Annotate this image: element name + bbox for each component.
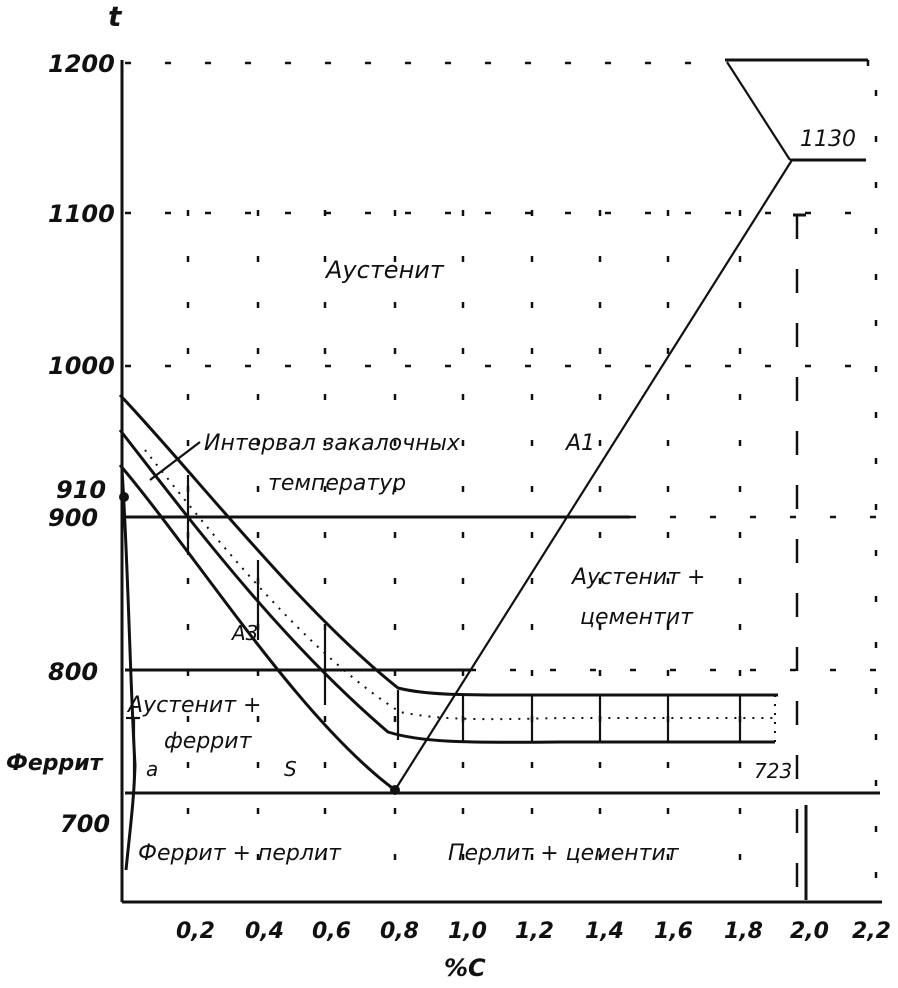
region-aust-fer-2: феррит (164, 729, 253, 754)
x-tick-0.8: 0,8 (380, 919, 419, 944)
y-tick-800: 800 (48, 658, 98, 686)
label-a1: A1 (564, 431, 595, 456)
y-axis-title: t (108, 0, 123, 33)
s-point-marker (390, 785, 400, 795)
x-tick-0.2: 0,2 (176, 919, 215, 944)
label-723: 723 (754, 759, 792, 783)
hardening-inner-dots (144, 449, 776, 721)
x-tick-1.8: 1,8 (724, 919, 763, 944)
region-ferrite-perlite: Феррит + перлит (138, 841, 342, 866)
x-tick-1.0: 1,0 (448, 919, 487, 944)
y-tick-1000: 1000 (48, 352, 115, 380)
label-a-small: a (146, 757, 158, 781)
region-aust-fer-1: Аустенит + (126, 693, 261, 718)
y-tick-700: 700 (60, 810, 110, 838)
x-tick-1.6: 1,6 (654, 919, 693, 944)
y-tick-910: 910 (56, 476, 106, 504)
hardening-leader (149, 441, 201, 481)
x-tick-0.4: 0,4 (245, 919, 284, 944)
y-label-ferrite: Феррит (6, 751, 104, 776)
region-hardening-2: температур (268, 471, 406, 496)
x-tick-1.4: 1,4 (585, 919, 624, 944)
liquidus-line (726, 61, 791, 161)
x-axis-title: %C (444, 954, 486, 982)
region-hardening-1: Интервал закалочных (204, 431, 461, 456)
x-tick-1.2: 1,2 (515, 919, 554, 944)
y-tick-1200: 1200 (48, 50, 115, 78)
g-point-marker (119, 492, 129, 502)
label-s: S (284, 757, 297, 781)
label-1130: 1130 (800, 127, 856, 152)
x-tick-2.2: 2,2 (852, 919, 891, 944)
a3-line (118, 464, 396, 792)
acm-line (394, 159, 793, 791)
x-tick-2.0: 2,0 (790, 919, 829, 944)
x-tick-0.6: 0,6 (312, 919, 351, 944)
y-tick-1100: 1100 (48, 200, 115, 228)
hardening-lower-curve (118, 429, 775, 744)
y-tick-900: 900 (48, 504, 98, 532)
region-austenite: Аустенит (324, 256, 445, 284)
region-aust-cem-1: Аустенит + (570, 565, 705, 590)
hardening-upper-curve (118, 393, 778, 697)
label-a3: A3 (230, 621, 258, 645)
region-perlite-cementite: Перлит + цементит (448, 841, 680, 866)
region-aust-cem-2: цементит (580, 605, 694, 630)
